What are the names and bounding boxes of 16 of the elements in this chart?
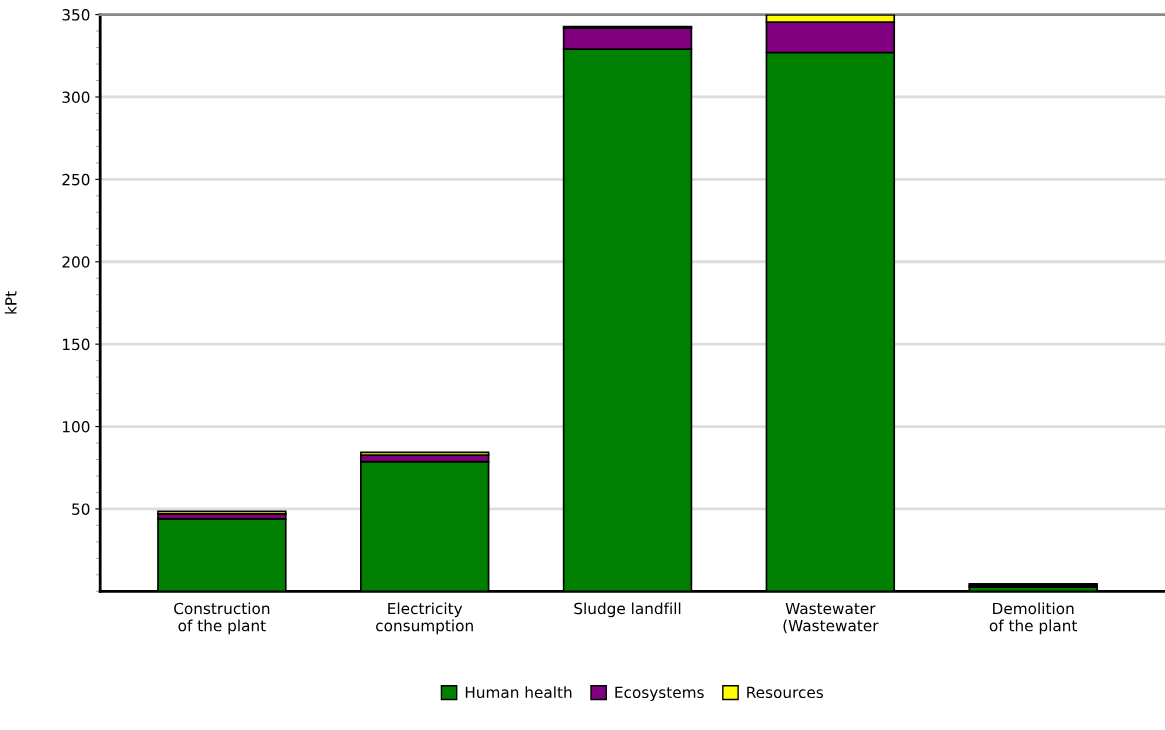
y-tick-label: 300 (62, 91, 90, 104)
x-tick-label: Sludge landfill (574, 602, 681, 618)
legend-label: Ecosystems (615, 686, 704, 702)
x-tick-label: Construction of the plant (174, 602, 270, 635)
y-tick-label: 50 (72, 503, 90, 515)
y-tick-label: 350 (62, 9, 90, 21)
x-tick-label: Electricity consumption (376, 602, 473, 635)
y-tick-label: 100 (62, 420, 90, 433)
y-tick-label: 150 (62, 338, 90, 351)
x-tick-label: Wastewater (Wastewater (783, 602, 879, 634)
y-tick-label: 200 (62, 256, 90, 268)
y-tick-label: 250 (62, 173, 90, 186)
y-axis-title: kPt (4, 291, 17, 314)
legend-label: Resources (747, 686, 824, 699)
legend-label: Human health (465, 686, 572, 699)
x-tick-label: Demolition of the plant (989, 602, 1078, 635)
